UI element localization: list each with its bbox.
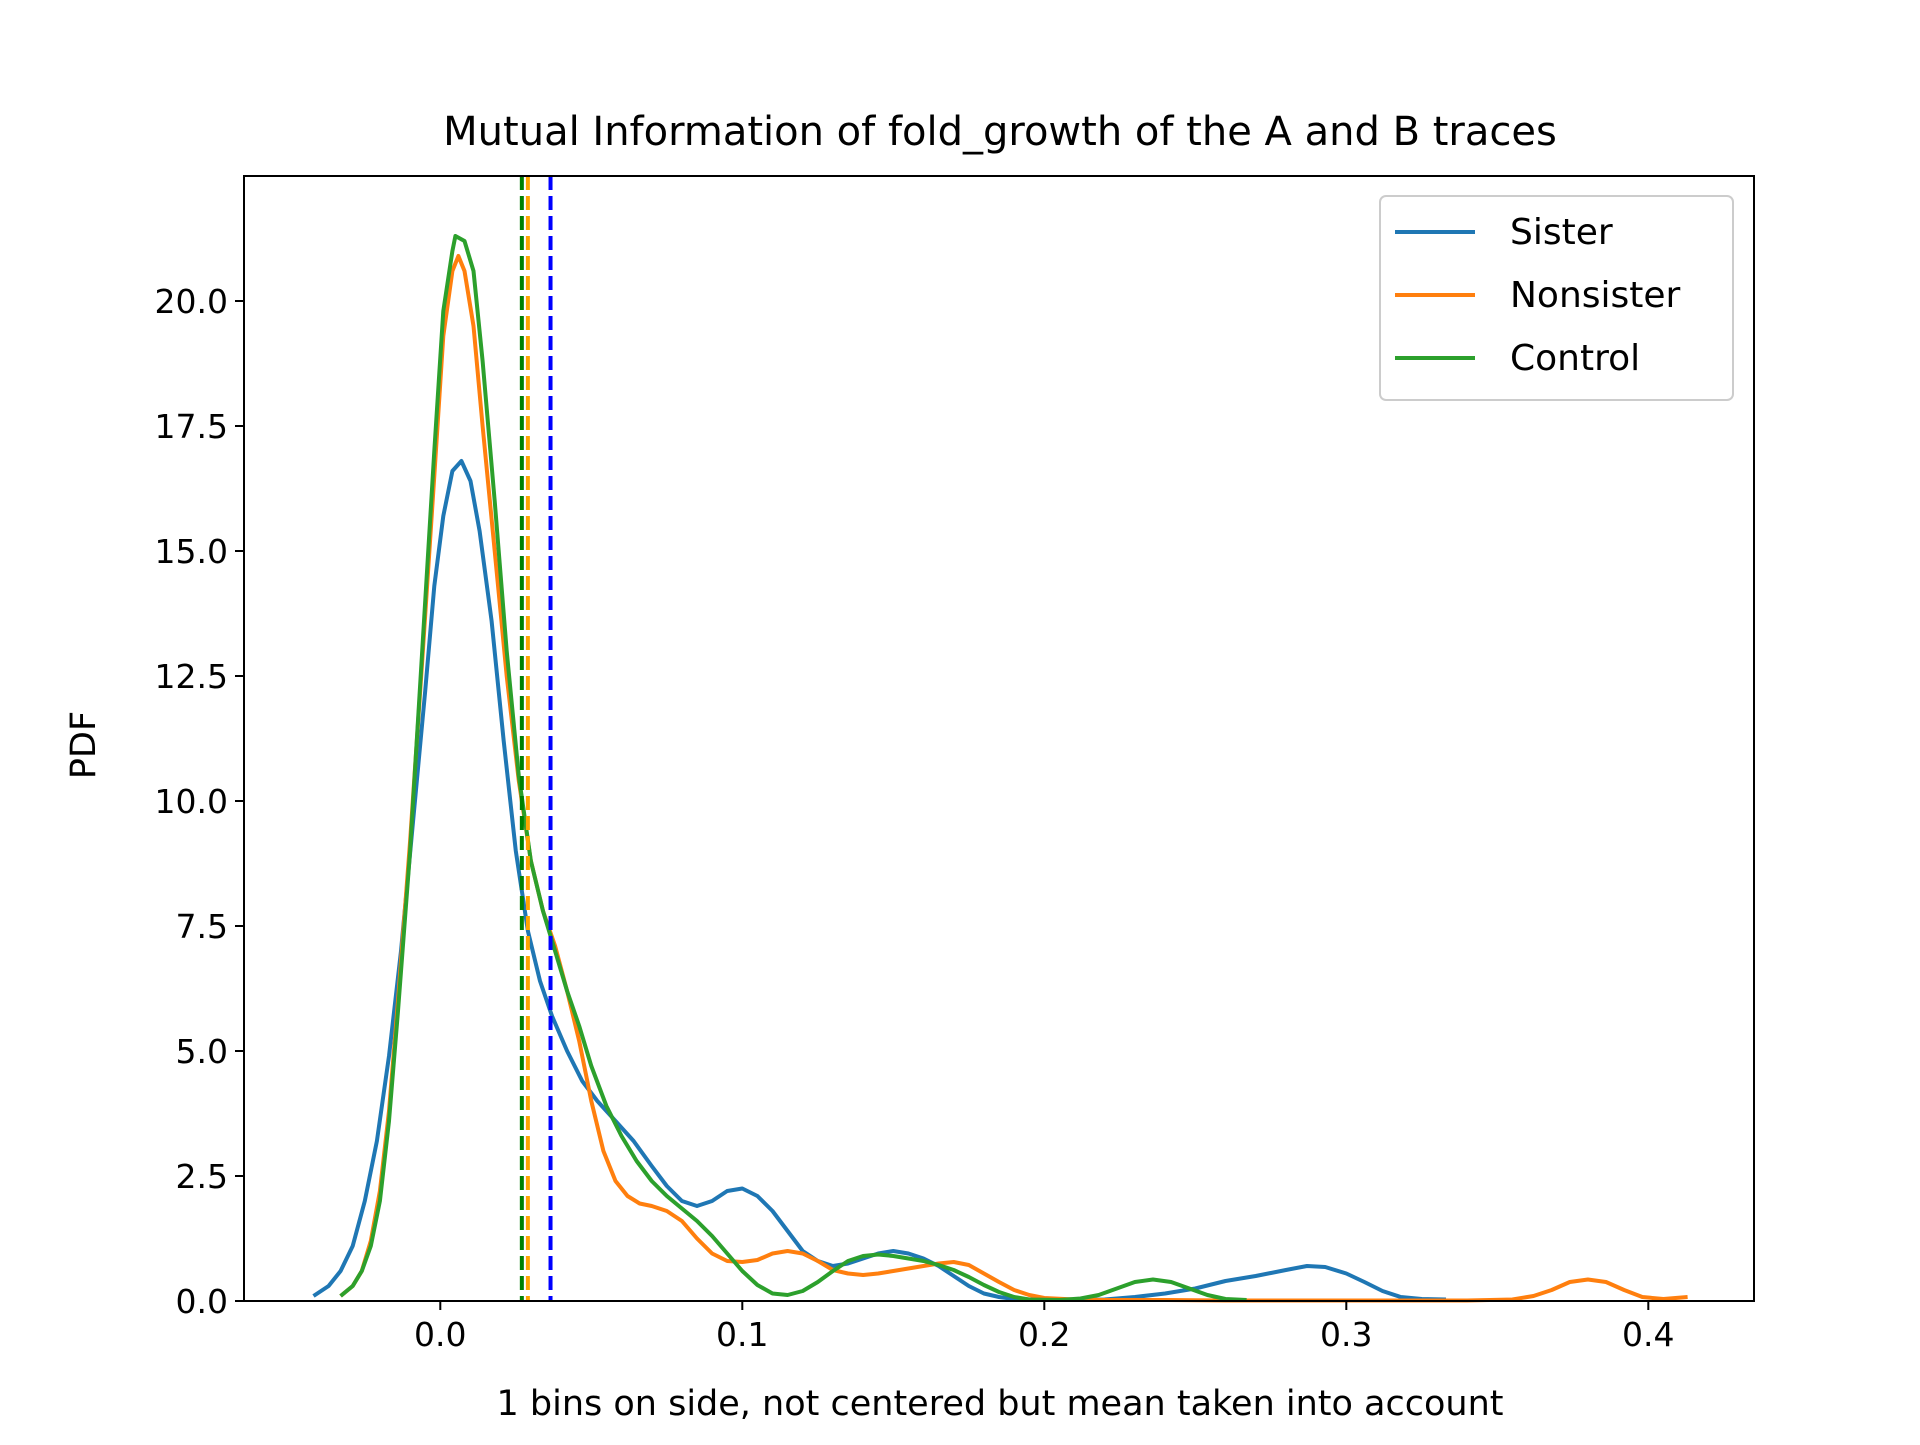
legend-box bbox=[1379, 195, 1734, 401]
y-tick-label: 15.0 bbox=[155, 532, 228, 571]
y-tick-label: 2.5 bbox=[176, 1157, 228, 1196]
x-tick-label: 0.1 bbox=[716, 1315, 768, 1354]
series-line-sister bbox=[312, 459, 1447, 1302]
axes-frame bbox=[243, 175, 1755, 1302]
x-tick-label: 0.0 bbox=[414, 1315, 466, 1354]
y-tick-label: 10.0 bbox=[155, 782, 228, 821]
y-tick-label: 7.5 bbox=[176, 907, 228, 946]
y-axis-ticks: 0.0 2.5 5.0 7.5 10.0 12.5 15.0 17.5 20.0 bbox=[155, 282, 244, 1321]
y-tick-label: 0.0 bbox=[176, 1282, 228, 1321]
legend-label-control: Control bbox=[1510, 338, 1640, 379]
x-tick-label: 0.4 bbox=[1622, 1315, 1674, 1354]
y-tick-label: 20.0 bbox=[155, 282, 228, 321]
y-tick-label: 5.0 bbox=[176, 1032, 228, 1071]
legend: Sister Nonsister Control bbox=[1379, 195, 1734, 401]
y-tick-label: 12.5 bbox=[155, 657, 228, 696]
legend-label-nonsister: Nonsister bbox=[1510, 275, 1681, 316]
y-axis-label: PDF bbox=[64, 711, 104, 779]
plot-area bbox=[312, 176, 1688, 1303]
chart-title: Mutual Information of fold_growth of the… bbox=[443, 109, 1557, 155]
x-tick-label: 0.2 bbox=[1018, 1315, 1070, 1354]
series-line-control bbox=[339, 234, 1247, 1302]
legend-label-sister: Sister bbox=[1510, 212, 1613, 253]
x-axis-label: 1 bins on side, not centered but mean ta… bbox=[497, 1384, 1504, 1424]
y-tick-label: 17.5 bbox=[155, 407, 228, 446]
x-tick-label: 0.3 bbox=[1320, 1315, 1372, 1354]
legend-entries: Sister Nonsister Control bbox=[1395, 212, 1681, 379]
x-axis-ticks: 0.0 0.1 0.2 0.3 0.4 bbox=[414, 1301, 1675, 1354]
